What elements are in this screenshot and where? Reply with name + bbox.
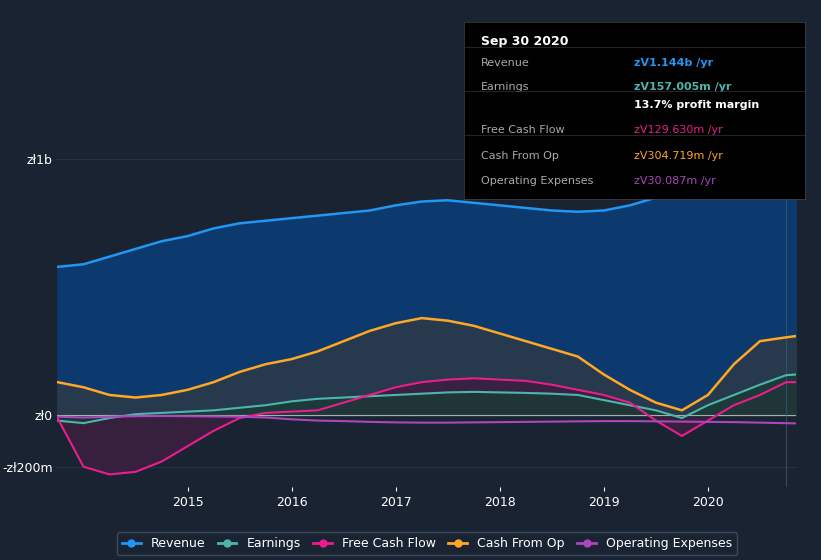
Text: Free Cash Flow: Free Cash Flow bbox=[481, 125, 565, 135]
Text: Sep 30 2020: Sep 30 2020 bbox=[481, 35, 568, 48]
Legend: Revenue, Earnings, Free Cash Flow, Cash From Op, Operating Expenses: Revenue, Earnings, Free Cash Flow, Cash … bbox=[117, 533, 737, 556]
Text: Revenue: Revenue bbox=[481, 58, 530, 68]
Text: zᐯ1.144b /yr: zᐯ1.144b /yr bbox=[635, 58, 713, 68]
Text: Operating Expenses: Operating Expenses bbox=[481, 176, 594, 186]
Text: zᐯ304.719m /yr: zᐯ304.719m /yr bbox=[635, 151, 723, 161]
Text: zᐯ157.005m /yr: zᐯ157.005m /yr bbox=[635, 82, 732, 92]
Text: zᐯ30.087m /yr: zᐯ30.087m /yr bbox=[635, 176, 716, 186]
Text: Cash From Op: Cash From Op bbox=[481, 151, 559, 161]
Text: Earnings: Earnings bbox=[481, 82, 530, 92]
Text: 13.7% profit margin: 13.7% profit margin bbox=[635, 100, 759, 110]
Text: zᐯ129.630m /yr: zᐯ129.630m /yr bbox=[635, 125, 723, 135]
